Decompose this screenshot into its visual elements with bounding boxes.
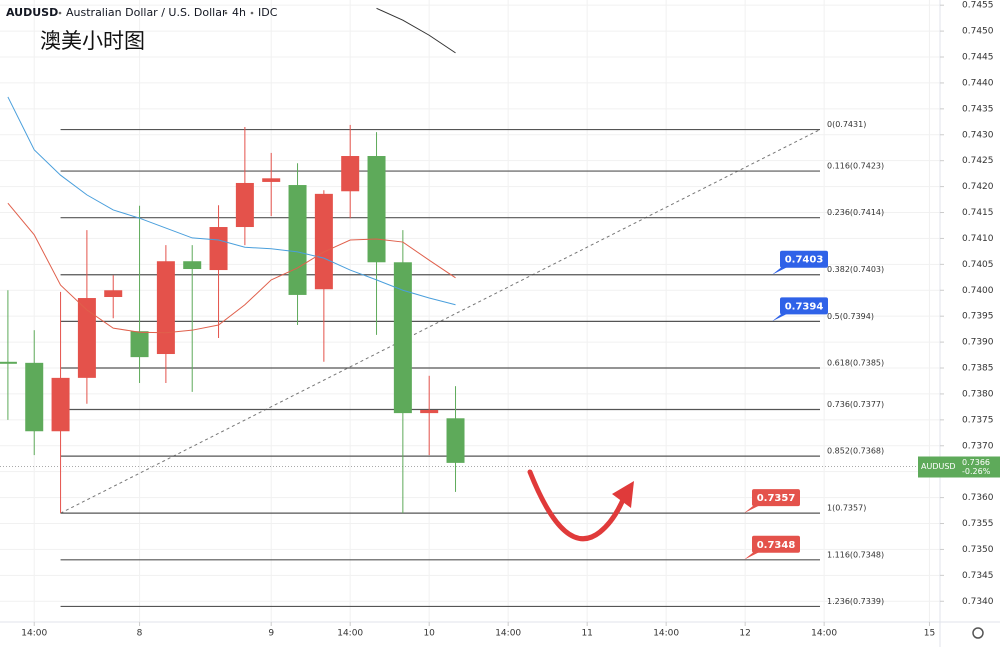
y-tick-label: 0.7355: [962, 519, 994, 529]
symbol-name: Australian Dollar / U.S. Dollar: [66, 6, 227, 19]
candle-body: [446, 418, 465, 463]
trend-line: [60, 129, 821, 514]
price-flag: [752, 535, 800, 553]
candle-body: [235, 182, 254, 228]
y-tick-label: 0.7350: [962, 545, 994, 555]
candle-body: [262, 178, 281, 182]
candle-body: [51, 377, 70, 432]
y-tick-label: 0.7405: [962, 260, 994, 270]
source: IDC: [258, 6, 278, 19]
last-price-change: -0.26%: [962, 467, 991, 476]
separator: [58, 11, 62, 15]
candle-body: [288, 185, 307, 295]
candle-body: [25, 362, 44, 432]
last-price-symbol: AUDUSD: [921, 462, 956, 471]
price-flag-pointer: [772, 313, 788, 322]
x-tick-label: 14:00: [495, 629, 521, 639]
chart-title: 澳美小时图: [40, 29, 145, 53]
x-tick-label: 14:00: [811, 629, 837, 639]
candle-body: [209, 227, 228, 271]
x-tick-label: 14:00: [653, 629, 679, 639]
fib-label: 0(0.7431): [827, 120, 866, 129]
candle-body: [341, 156, 360, 192]
candle-body: [183, 261, 202, 270]
candle-body: [367, 156, 386, 263]
y-tick-label: 0.7410: [962, 234, 994, 244]
candle-body: [0, 361, 17, 364]
price-flag-label: 0.7348: [757, 540, 796, 551]
x-tick-label: 14:00: [337, 629, 363, 639]
candle-body: [77, 298, 96, 378]
candle-body: [393, 262, 412, 414]
price-flag-label: 0.7394: [785, 301, 824, 312]
symbol: AUDUSD: [6, 6, 58, 19]
y-tick-label: 0.7340: [962, 597, 994, 607]
y-tick-label: 0.7370: [962, 441, 994, 451]
y-tick-label: 0.7425: [962, 156, 994, 166]
y-tick-label: 0.7345: [962, 571, 994, 581]
y-tick-label: 0.7400: [962, 286, 994, 296]
y-tick-label: 0.7455: [962, 1, 994, 11]
fib-label: 1.236(0.7339): [827, 597, 884, 606]
fib-label: 0.736(0.7377): [827, 400, 884, 409]
separator: [224, 11, 228, 15]
x-tick-label: 12: [739, 629, 750, 639]
candle-body: [314, 193, 333, 290]
price-flag-pointer: [744, 551, 760, 560]
price-flag: [780, 297, 828, 315]
x-tick-label: 11: [581, 629, 592, 639]
x-tick-label: 15: [924, 629, 935, 639]
moving-average: [7, 96, 456, 306]
fib-label: 0.5(0.7394): [827, 312, 874, 321]
y-tick-label: 0.7380: [962, 389, 994, 399]
fib-label: 0.236(0.7414): [827, 208, 884, 217]
x-tick-label: 14:00: [21, 629, 47, 639]
y-tick-label: 0.7395: [962, 312, 994, 322]
y-tick-label: 0.7430: [962, 130, 994, 140]
interval: 4h: [232, 6, 246, 19]
arrow: [527, 469, 628, 542]
last-price-tag: [918, 456, 1000, 478]
settings-icon[interactable]: [972, 627, 984, 639]
last-price-value: 0.7366: [962, 458, 990, 467]
y-tick-label: 0.7450: [962, 27, 994, 37]
candle-body: [156, 261, 175, 355]
price-flag-label: 0.7357: [757, 493, 796, 504]
separator: [250, 11, 254, 15]
fib-label: 1(0.7357): [827, 504, 866, 513]
y-tick-label: 0.7415: [962, 208, 994, 218]
fib-label: 0.618(0.7385): [827, 359, 884, 368]
candle-body: [420, 410, 439, 414]
y-tick-label: 0.7375: [962, 415, 994, 425]
fib-label: 0.382(0.7403): [827, 265, 884, 274]
y-tick-label: 0.7445: [962, 53, 994, 63]
y-tick-label: 0.7390: [962, 338, 994, 348]
y-tick-label: 0.7385: [962, 364, 994, 374]
moving-average: [7, 202, 456, 334]
price-flag: [752, 489, 800, 507]
price-flag-pointer: [772, 266, 788, 275]
candle-body: [104, 290, 123, 298]
candle-body: [130, 331, 149, 358]
x-tick-label: 10: [423, 629, 435, 639]
y-tick-label: 0.7360: [962, 493, 994, 503]
arrow-head: [612, 481, 634, 508]
moving-average: [376, 7, 456, 54]
x-tick-label: 9: [268, 629, 274, 639]
price-flag-label: 0.7403: [785, 255, 824, 266]
price-flag: [780, 250, 828, 268]
y-tick-label: 0.7435: [962, 104, 994, 114]
price-flag-pointer: [744, 505, 760, 514]
y-tick-label: 0.7420: [962, 182, 994, 192]
x-tick-label: 8: [137, 629, 143, 639]
fib-label: 1.116(0.7348): [827, 550, 884, 559]
fib-label: 0.852(0.7368): [827, 447, 884, 456]
fib-label: 0.116(0.7423): [827, 162, 884, 171]
y-tick-label: 0.7440: [962, 78, 994, 88]
